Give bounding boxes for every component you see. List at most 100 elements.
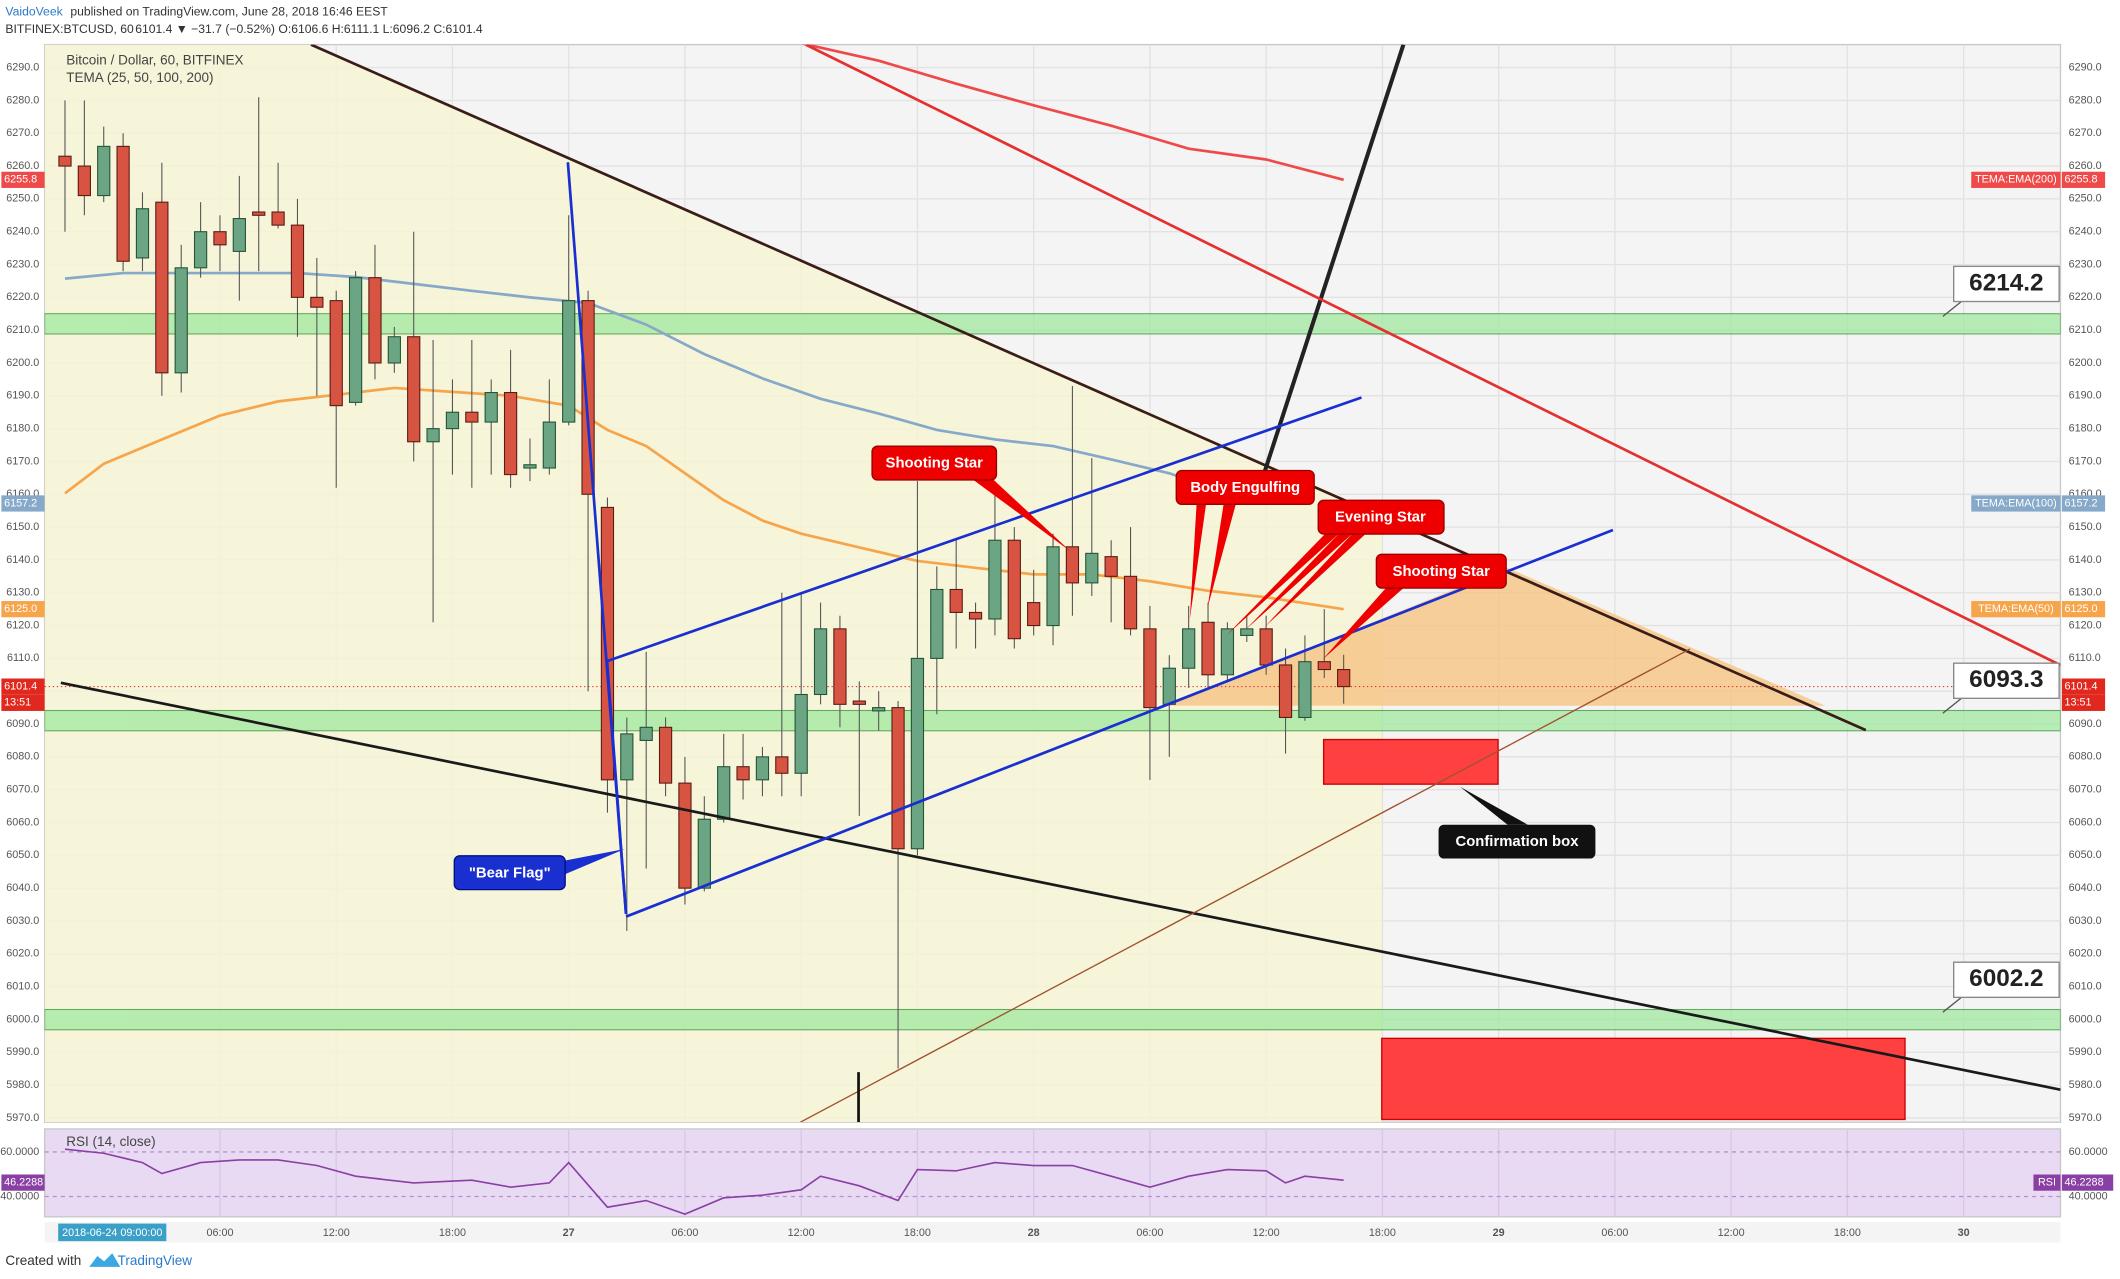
candle-body [174,267,188,374]
y-tick-label: 6220.0 [6,291,39,303]
candle-body [1337,669,1351,688]
y-tick-label: 6010.0 [2069,980,2102,992]
y-tick-label: 6140.0 [2069,554,2102,566]
price-tag [1,171,45,188]
callout-pointer [1245,534,1353,631]
channel-line [625,528,1614,918]
x-tick-label: 12:00 [323,1227,350,1239]
time-ticks: 06:00 12:00 18:00 27 06:00 12:00 18:00 28 06:00 1… [58,1223,1970,1242]
x-tick-label: 06:00 [671,1227,698,1239]
trend-line [1262,44,1406,474]
series-tag [1971,171,2061,188]
candle-body [1065,546,1080,584]
candle-body [562,300,576,423]
candle-body [1007,539,1021,640]
callout-pointer [554,849,625,879]
callout-pointer [1207,504,1236,609]
candle-body [1123,575,1138,630]
y-tick-label: 6280.0 [6,94,39,106]
candle-body [910,657,925,850]
x-tick-label: 29 [1493,1227,1505,1239]
axes: 5970.0 5970.0 5980.0 5980.0 5990.0 5990.0 6000… [1,61,2106,1124]
level-label: 6093.3 [1969,666,2043,693]
candle-body [1162,667,1176,705]
candle-body [988,539,1002,620]
callout-text: Confirmation box [1455,834,1579,850]
brand: TradingView [118,1253,193,1268]
candle-body [348,277,363,403]
x-tick-label: 06:00 [1136,1227,1163,1239]
y-tick-label: 6240.0 [6,226,39,238]
price-tag [2061,678,2106,695]
candle-body [232,218,246,252]
trend-line [60,681,2061,1092]
level-box [1953,662,2060,700]
y-tick-label: 6050.0 [2069,849,2102,861]
candle-body [794,693,808,774]
candle-body [193,231,208,269]
y-tick-label: 6150.0 [2069,521,2102,533]
y-tick-label: 5980.0 [6,1079,39,1091]
price-tag-label: 6157.2 [2065,497,2098,509]
x-tick-label: 18:00 [904,1227,931,1239]
series-name: TEMA:EMA(200) [1975,174,2057,186]
candle-body [445,411,460,430]
y-tick-label: 6140.0 [6,554,39,566]
level-pointer [1942,299,1964,317]
published: published on TradingView.com, June 28, 2… [70,4,388,18]
level-label: 6214.2 [1969,269,2043,296]
candle-body [368,277,382,364]
level-pointer [1942,995,1964,1013]
candle-body [891,707,905,850]
y-tick-label: 6200.0 [6,357,39,369]
y-tick-label: 6180.0 [6,422,39,434]
x-tick-label: 12:00 [1253,1227,1280,1239]
series-tag [1971,601,2061,618]
y-tick-label: 6260.0 [2069,160,2102,172]
y-tick-label: 6130.0 [6,587,39,599]
y-tick-label: 60.0000 [0,1146,39,1158]
y-tick-label: 6130.0 [2069,587,2102,599]
zones [44,313,2061,1031]
candle-body [523,464,537,469]
y-tick-label: 6210.0 [2069,324,2102,336]
candle-body [1046,546,1060,627]
candle-body [329,300,343,407]
series-tag [2033,1174,2061,1191]
y-tick-label: 6110.0 [7,652,39,664]
countdown: 13:51 [4,697,31,709]
candles [58,97,1351,1069]
candle-body [1027,602,1041,627]
price-tag [1,678,45,695]
callout-text: Shooting Star [1393,564,1491,580]
y-tick-label: 6230.0 [2069,258,2102,270]
candle-body [1220,628,1235,676]
level-label: 6002.2 [1969,965,2043,992]
indicator-line [800,44,1344,182]
y-tick-label: 6090.0 [6,718,39,730]
series-name: TEMA:EMA(50) [1978,603,2054,615]
candle-body [1278,664,1293,719]
y-tick-label: 6080.0 [2069,751,2102,763]
trend-line [310,44,1867,732]
callout-text: Evening Star [1335,510,1426,526]
created-with: Created with [5,1253,81,1268]
callout [453,855,566,891]
logo [89,1253,121,1267]
x-tick-label: 28 [1028,1227,1040,1239]
candle-body [678,782,692,889]
callout-pointer [1460,786,1528,825]
candle-body [813,628,828,696]
candle-body [1104,556,1118,577]
indicator-line [64,271,1190,482]
y-tick-label: 60.0000 [2069,1146,2108,1158]
candle-body [736,766,750,781]
callout-pointer [1189,504,1207,620]
y-tick-label: 6170.0 [2069,455,2102,467]
y-tick-label: 6070.0 [6,784,39,796]
y-tick-label: 6120.0 [2069,619,2102,631]
x-tick-label: 06:00 [206,1227,233,1239]
candle-body [310,296,324,308]
price-tag [2061,171,2106,188]
